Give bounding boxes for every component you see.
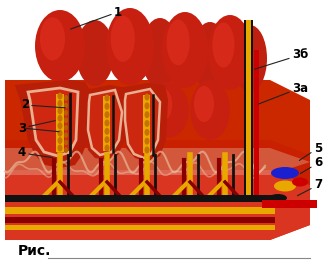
- Polygon shape: [5, 170, 310, 240]
- Ellipse shape: [111, 16, 135, 62]
- Text: 2: 2: [21, 99, 65, 112]
- FancyBboxPatch shape: [254, 50, 259, 195]
- Ellipse shape: [64, 117, 68, 123]
- Polygon shape: [83, 85, 128, 160]
- Ellipse shape: [145, 102, 149, 109]
- Ellipse shape: [64, 147, 68, 153]
- Ellipse shape: [208, 15, 252, 90]
- Ellipse shape: [167, 19, 190, 65]
- Ellipse shape: [64, 132, 68, 138]
- FancyBboxPatch shape: [5, 207, 275, 214]
- Ellipse shape: [40, 17, 65, 60]
- FancyBboxPatch shape: [246, 20, 251, 195]
- Text: 3а: 3а: [259, 81, 308, 104]
- FancyBboxPatch shape: [244, 20, 253, 195]
- Polygon shape: [5, 140, 310, 185]
- Ellipse shape: [145, 93, 149, 100]
- Ellipse shape: [192, 22, 228, 90]
- Polygon shape: [28, 88, 78, 156]
- Ellipse shape: [64, 103, 68, 108]
- Text: 1: 1: [71, 6, 122, 29]
- Ellipse shape: [57, 100, 62, 107]
- Ellipse shape: [269, 194, 287, 202]
- Ellipse shape: [271, 167, 299, 179]
- Polygon shape: [118, 83, 168, 162]
- Text: 3б: 3б: [255, 49, 308, 69]
- Ellipse shape: [57, 107, 62, 114]
- FancyBboxPatch shape: [5, 217, 275, 223]
- FancyBboxPatch shape: [143, 95, 150, 153]
- Ellipse shape: [105, 103, 110, 110]
- Ellipse shape: [76, 20, 114, 86]
- Ellipse shape: [106, 8, 154, 85]
- Ellipse shape: [105, 111, 110, 118]
- Ellipse shape: [105, 120, 110, 127]
- Ellipse shape: [57, 92, 62, 100]
- Polygon shape: [5, 80, 310, 240]
- Polygon shape: [125, 89, 160, 158]
- Ellipse shape: [145, 147, 149, 154]
- Ellipse shape: [105, 144, 110, 151]
- Text: 3: 3: [18, 121, 55, 135]
- FancyBboxPatch shape: [5, 195, 275, 202]
- Text: 7: 7: [297, 179, 322, 196]
- Text: Рис.: Рис.: [18, 244, 51, 258]
- Ellipse shape: [105, 95, 110, 101]
- Polygon shape: [88, 90, 122, 155]
- Ellipse shape: [57, 144, 62, 151]
- Ellipse shape: [190, 80, 230, 140]
- Ellipse shape: [141, 18, 179, 88]
- Ellipse shape: [147, 82, 189, 138]
- Ellipse shape: [145, 111, 149, 118]
- Ellipse shape: [57, 137, 62, 144]
- Ellipse shape: [213, 22, 234, 68]
- FancyBboxPatch shape: [56, 94, 64, 152]
- Ellipse shape: [145, 138, 149, 145]
- Ellipse shape: [57, 115, 62, 122]
- Ellipse shape: [151, 88, 172, 121]
- Polygon shape: [15, 80, 90, 168]
- Ellipse shape: [194, 86, 214, 122]
- Ellipse shape: [292, 178, 308, 187]
- Ellipse shape: [64, 95, 68, 101]
- Ellipse shape: [64, 140, 68, 146]
- FancyBboxPatch shape: [262, 200, 317, 208]
- Ellipse shape: [274, 180, 296, 191]
- Ellipse shape: [162, 12, 208, 88]
- FancyBboxPatch shape: [103, 96, 110, 151]
- Ellipse shape: [64, 110, 68, 116]
- Ellipse shape: [35, 10, 85, 82]
- Ellipse shape: [145, 129, 149, 136]
- Ellipse shape: [57, 130, 62, 137]
- Ellipse shape: [105, 128, 110, 135]
- Text: 6: 6: [300, 156, 322, 174]
- Text: 4: 4: [18, 147, 52, 159]
- FancyBboxPatch shape: [5, 225, 275, 230]
- Ellipse shape: [105, 136, 110, 143]
- Text: 5: 5: [299, 142, 322, 160]
- Ellipse shape: [233, 25, 267, 92]
- Polygon shape: [5, 148, 310, 175]
- Ellipse shape: [145, 120, 149, 127]
- Ellipse shape: [57, 122, 62, 129]
- Ellipse shape: [64, 125, 68, 131]
